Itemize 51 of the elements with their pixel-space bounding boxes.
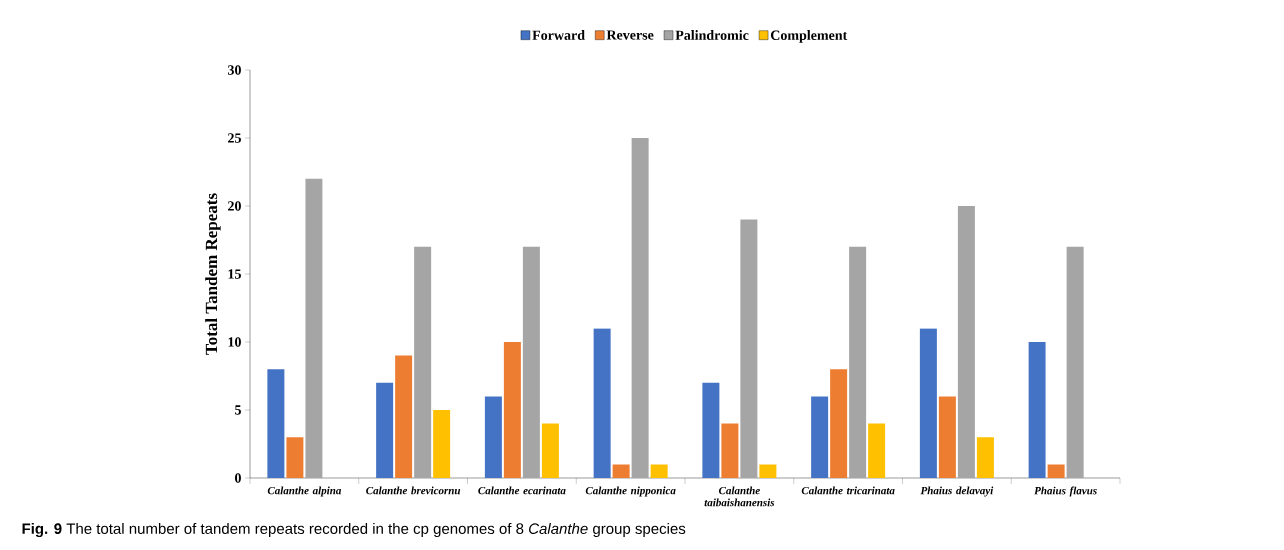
y-tick-label: 25 (228, 133, 241, 143)
bar (919, 328, 937, 478)
bar (433, 410, 451, 478)
bar (286, 437, 304, 478)
bar (484, 396, 502, 478)
bar (414, 246, 432, 478)
x-tick-label: Calanthe taibaishanensis (704, 486, 775, 507)
bar (305, 178, 323, 478)
y-tick-label: 30 (228, 65, 241, 75)
bar (702, 382, 720, 478)
bar (650, 464, 668, 478)
bar (541, 423, 559, 478)
bar (976, 437, 994, 478)
bar (830, 369, 848, 478)
bar (957, 206, 975, 478)
x-tick-label: Calanthe tricarinata (801, 486, 895, 495)
bar (593, 328, 611, 478)
y-tick-label: 0 (235, 473, 241, 483)
x-tick-label: Calanthe brevicornu (366, 486, 461, 495)
x-tick-label: Phaius delavayi (920, 486, 994, 497)
legend-label: Forward (532, 30, 585, 40)
bar (811, 396, 829, 478)
bar (1028, 342, 1046, 478)
bar (522, 246, 540, 478)
bar (631, 138, 649, 478)
bar (849, 246, 867, 478)
text: Fig. 9 The total number of tandem repeats recorded in the cp genomes of 8 Calanthe group species (22, 522, 686, 538)
bar (759, 464, 777, 478)
bar (868, 423, 886, 478)
y-tick-label: 10 (228, 337, 241, 347)
bar (376, 382, 394, 478)
y-tick-label: 15 (228, 269, 241, 279)
y-tick-label: 20 (228, 201, 241, 211)
y-axis-title: Total Tandem Repeats (205, 193, 221, 355)
bar (267, 369, 285, 478)
bar (1047, 464, 1065, 478)
legend-label: Reverse (606, 30, 654, 40)
bar (503, 342, 521, 478)
x-tick-label: Calanthe alpina (267, 486, 342, 497)
y-tick-label: 5 (235, 405, 241, 415)
legend-label: Complement (770, 30, 848, 43)
bar (1066, 246, 1084, 478)
bar (612, 464, 630, 478)
bar (721, 423, 739, 478)
x-tick-label: Phaius flavus (1034, 486, 1097, 497)
legend-label: Palindromic (675, 30, 749, 40)
bar (938, 396, 956, 478)
bar (395, 355, 413, 478)
x-tick-label: Calanthe nipponica (585, 486, 676, 497)
bar (740, 219, 758, 478)
x-tick-label: Calanthe ecarinata (478, 486, 566, 495)
